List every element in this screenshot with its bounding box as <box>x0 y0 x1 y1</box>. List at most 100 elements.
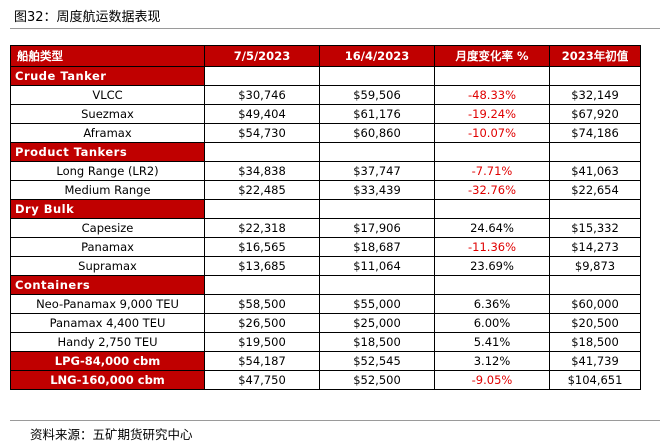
rate-7-5-cell: $54,187 <box>204 351 320 371</box>
rate-16-4-cell: $25,000 <box>319 313 435 333</box>
empty-cell <box>434 142 550 162</box>
rate-16-4-cell: $59,506 <box>319 85 435 105</box>
rate-7-5-cell: $34,838 <box>204 161 320 181</box>
rate-7-5-cell: $49,404 <box>204 104 320 124</box>
start-of-year-cell: $32,149 <box>549 85 641 105</box>
monthly-change-cell: 6.00% <box>434 313 550 333</box>
start-of-year-cell: $22,654 <box>549 180 641 200</box>
rate-7-5-cell: $54,730 <box>204 123 320 143</box>
ship-name-cell: Long Range (LR2) <box>10 161 205 181</box>
empty-cell <box>204 66 320 86</box>
empty-cell <box>319 275 435 295</box>
monthly-change-cell: -10.07% <box>434 123 550 143</box>
rate-16-4-cell: $17,906 <box>319 218 435 238</box>
ship-name-cell: Panamax <box>10 237 205 257</box>
monthly-change-cell: 5.41% <box>434 332 550 352</box>
start-of-year-cell: $104,651 <box>549 370 641 390</box>
monthly-change-cell: 23.69% <box>434 256 550 276</box>
empty-cell <box>549 199 641 219</box>
rate-7-5-cell: $22,318 <box>204 218 320 238</box>
ship-name-cell: Capesize <box>10 218 205 238</box>
bottom-rule <box>10 420 660 421</box>
table-row: Capesize $22,318 $17,906 24.64% $15,332 <box>10 218 641 238</box>
category-row: Dry Bulk <box>10 199 641 219</box>
start-of-year-cell: $20,500 <box>549 313 641 333</box>
monthly-change-cell: -9.05% <box>434 370 550 390</box>
rate-7-5-cell: $47,750 <box>204 370 320 390</box>
table-row: Long Range (LR2) $34,838 $37,747 -7.71% $41,… <box>10 161 641 181</box>
empty-cell <box>549 142 641 162</box>
ship-name-cell: Handy 2,750 TEU <box>10 332 205 352</box>
ship-name-cell: Medium Range <box>10 180 205 200</box>
ship-name-cell: Aframax <box>10 123 205 143</box>
empty-cell <box>204 142 320 162</box>
start-of-year-cell: $14,273 <box>549 237 641 257</box>
table-row: Supramax $13,685 $11,064 23.69% $9,873 <box>10 256 641 276</box>
empty-cell <box>434 275 550 295</box>
rate-7-5-cell: $16,565 <box>204 237 320 257</box>
table-header-row: 船舶类型 7/5/2023 16/4/2023 月度变化率 % 2023年初值 <box>10 45 641 67</box>
rate-16-4-cell: $60,860 <box>319 123 435 143</box>
rate-16-4-cell: $18,687 <box>319 237 435 257</box>
start-of-year-cell: $41,063 <box>549 161 641 181</box>
monthly-change-cell: -19.24% <box>434 104 550 124</box>
start-of-year-cell: $60,000 <box>549 294 641 314</box>
category-label: Containers <box>10 275 205 295</box>
ship-name-cell: Panamax 4,400 TEU <box>10 313 205 333</box>
rate-16-4-cell: $52,545 <box>319 351 435 371</box>
top-rule <box>10 28 660 29</box>
start-of-year-cell: $18,500 <box>549 332 641 352</box>
table-row: Handy 2,750 TEU $19,500 $18,500 5.41% $18,50… <box>10 332 641 352</box>
ship-name-cell: LNG-160,000 cbm <box>10 370 205 390</box>
rate-7-5-cell: $19,500 <box>204 332 320 352</box>
table-row: VLCC $30,746 $59,506 -48.33% $32,149 <box>10 85 641 105</box>
ship-name-cell: Neo-Panamax 9,000 TEU <box>10 294 205 314</box>
monthly-change-cell: -7.71% <box>434 161 550 181</box>
table-row: Medium Range $22,485 $33,439 -32.76% $22,654 <box>10 180 641 200</box>
header-start-of-year: 2023年初值 <box>549 45 641 67</box>
empty-cell <box>319 66 435 86</box>
empty-cell <box>204 275 320 295</box>
rate-16-4-cell: $18,500 <box>319 332 435 352</box>
monthly-change-cell: -32.76% <box>434 180 550 200</box>
rate-16-4-cell: $52,500 <box>319 370 435 390</box>
monthly-change-cell: -48.33% <box>434 85 550 105</box>
table-row: Panamax 4,400 TEU $26,500 $25,000 6.00% $20,… <box>10 313 641 333</box>
table-row: Aframax $54,730 $60,860 -10.07% $74,186 <box>10 123 641 143</box>
table-row: Suezmax $49,404 $61,176 -19.24% $67,920 <box>10 104 641 124</box>
ship-name-cell: Suezmax <box>10 104 205 124</box>
header-ship-type: 船舶类型 <box>10 45 205 67</box>
header-date-1: 7/5/2023 <box>204 45 320 67</box>
empty-cell <box>319 199 435 219</box>
table-row: LPG-84,000 cbm $54,187 $52,545 3.12% $41,739 <box>10 351 641 371</box>
monthly-change-cell: -11.36% <box>434 237 550 257</box>
start-of-year-cell: $41,739 <box>549 351 641 371</box>
source-note: 资料来源：五矿期货研究中心 <box>30 427 193 442</box>
empty-cell <box>549 275 641 295</box>
rate-7-5-cell: $30,746 <box>204 85 320 105</box>
table-row: Panamax $16,565 $18,687 -11.36% $14,273 <box>10 237 641 257</box>
figure-title: 图32：周度航运数据表现 <box>14 10 161 25</box>
category-label: Product Tankers <box>10 142 205 162</box>
rate-16-4-cell: $33,439 <box>319 180 435 200</box>
rate-7-5-cell: $22,485 <box>204 180 320 200</box>
category-row: Crude Tanker <box>10 66 641 86</box>
start-of-year-cell: $74,186 <box>549 123 641 143</box>
ship-name-cell: LPG-84,000 cbm <box>10 351 205 371</box>
rate-7-5-cell: $13,685 <box>204 256 320 276</box>
empty-cell <box>204 199 320 219</box>
start-of-year-cell: $9,873 <box>549 256 641 276</box>
monthly-change-cell: 6.36% <box>434 294 550 314</box>
ship-name-cell: VLCC <box>10 85 205 105</box>
monthly-change-cell: 3.12% <box>434 351 550 371</box>
rate-7-5-cell: $58,500 <box>204 294 320 314</box>
category-label: Dry Bulk <box>10 199 205 219</box>
empty-cell <box>434 199 550 219</box>
rate-16-4-cell: $11,064 <box>319 256 435 276</box>
category-row: Containers <box>10 275 641 295</box>
category-label: Crude Tanker <box>10 66 205 86</box>
rate-7-5-cell: $26,500 <box>204 313 320 333</box>
rate-16-4-cell: $55,000 <box>319 294 435 314</box>
empty-cell <box>549 66 641 86</box>
rate-16-4-cell: $61,176 <box>319 104 435 124</box>
